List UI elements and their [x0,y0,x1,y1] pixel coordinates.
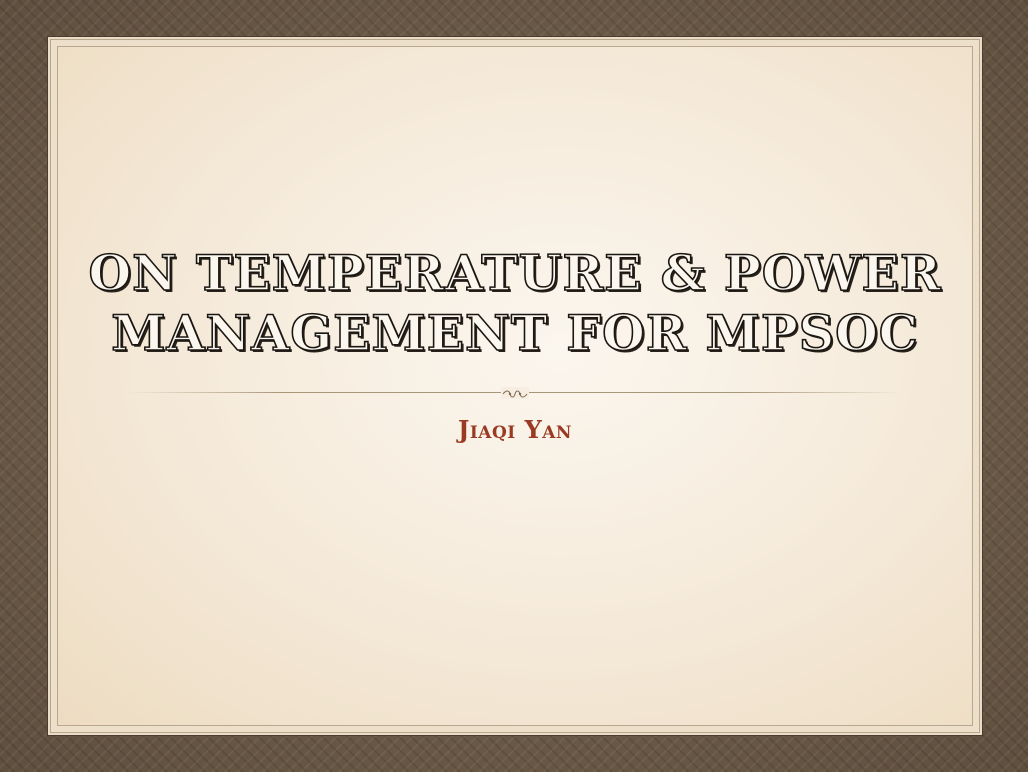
slide-title-line-1: ON TEMPERATURE & POWER [88,243,942,303]
slide-subtitle-author: Jiaqi Yan [458,415,572,444]
slide-title-line-2: MANAGEMENT FOR MPSOC [110,303,919,363]
scroll-ornament-icon [501,387,529,399]
slide-canvas: ON TEMPERATURE & POWER MANAGEMENT FOR MP… [57,46,973,726]
slide-title: ON TEMPERATURE & POWER MANAGEMENT FOR MP… [58,243,972,363]
ornamental-divider [128,387,902,399]
slide-frame: ON TEMPERATURE & POWER MANAGEMENT FOR MP… [48,37,982,735]
